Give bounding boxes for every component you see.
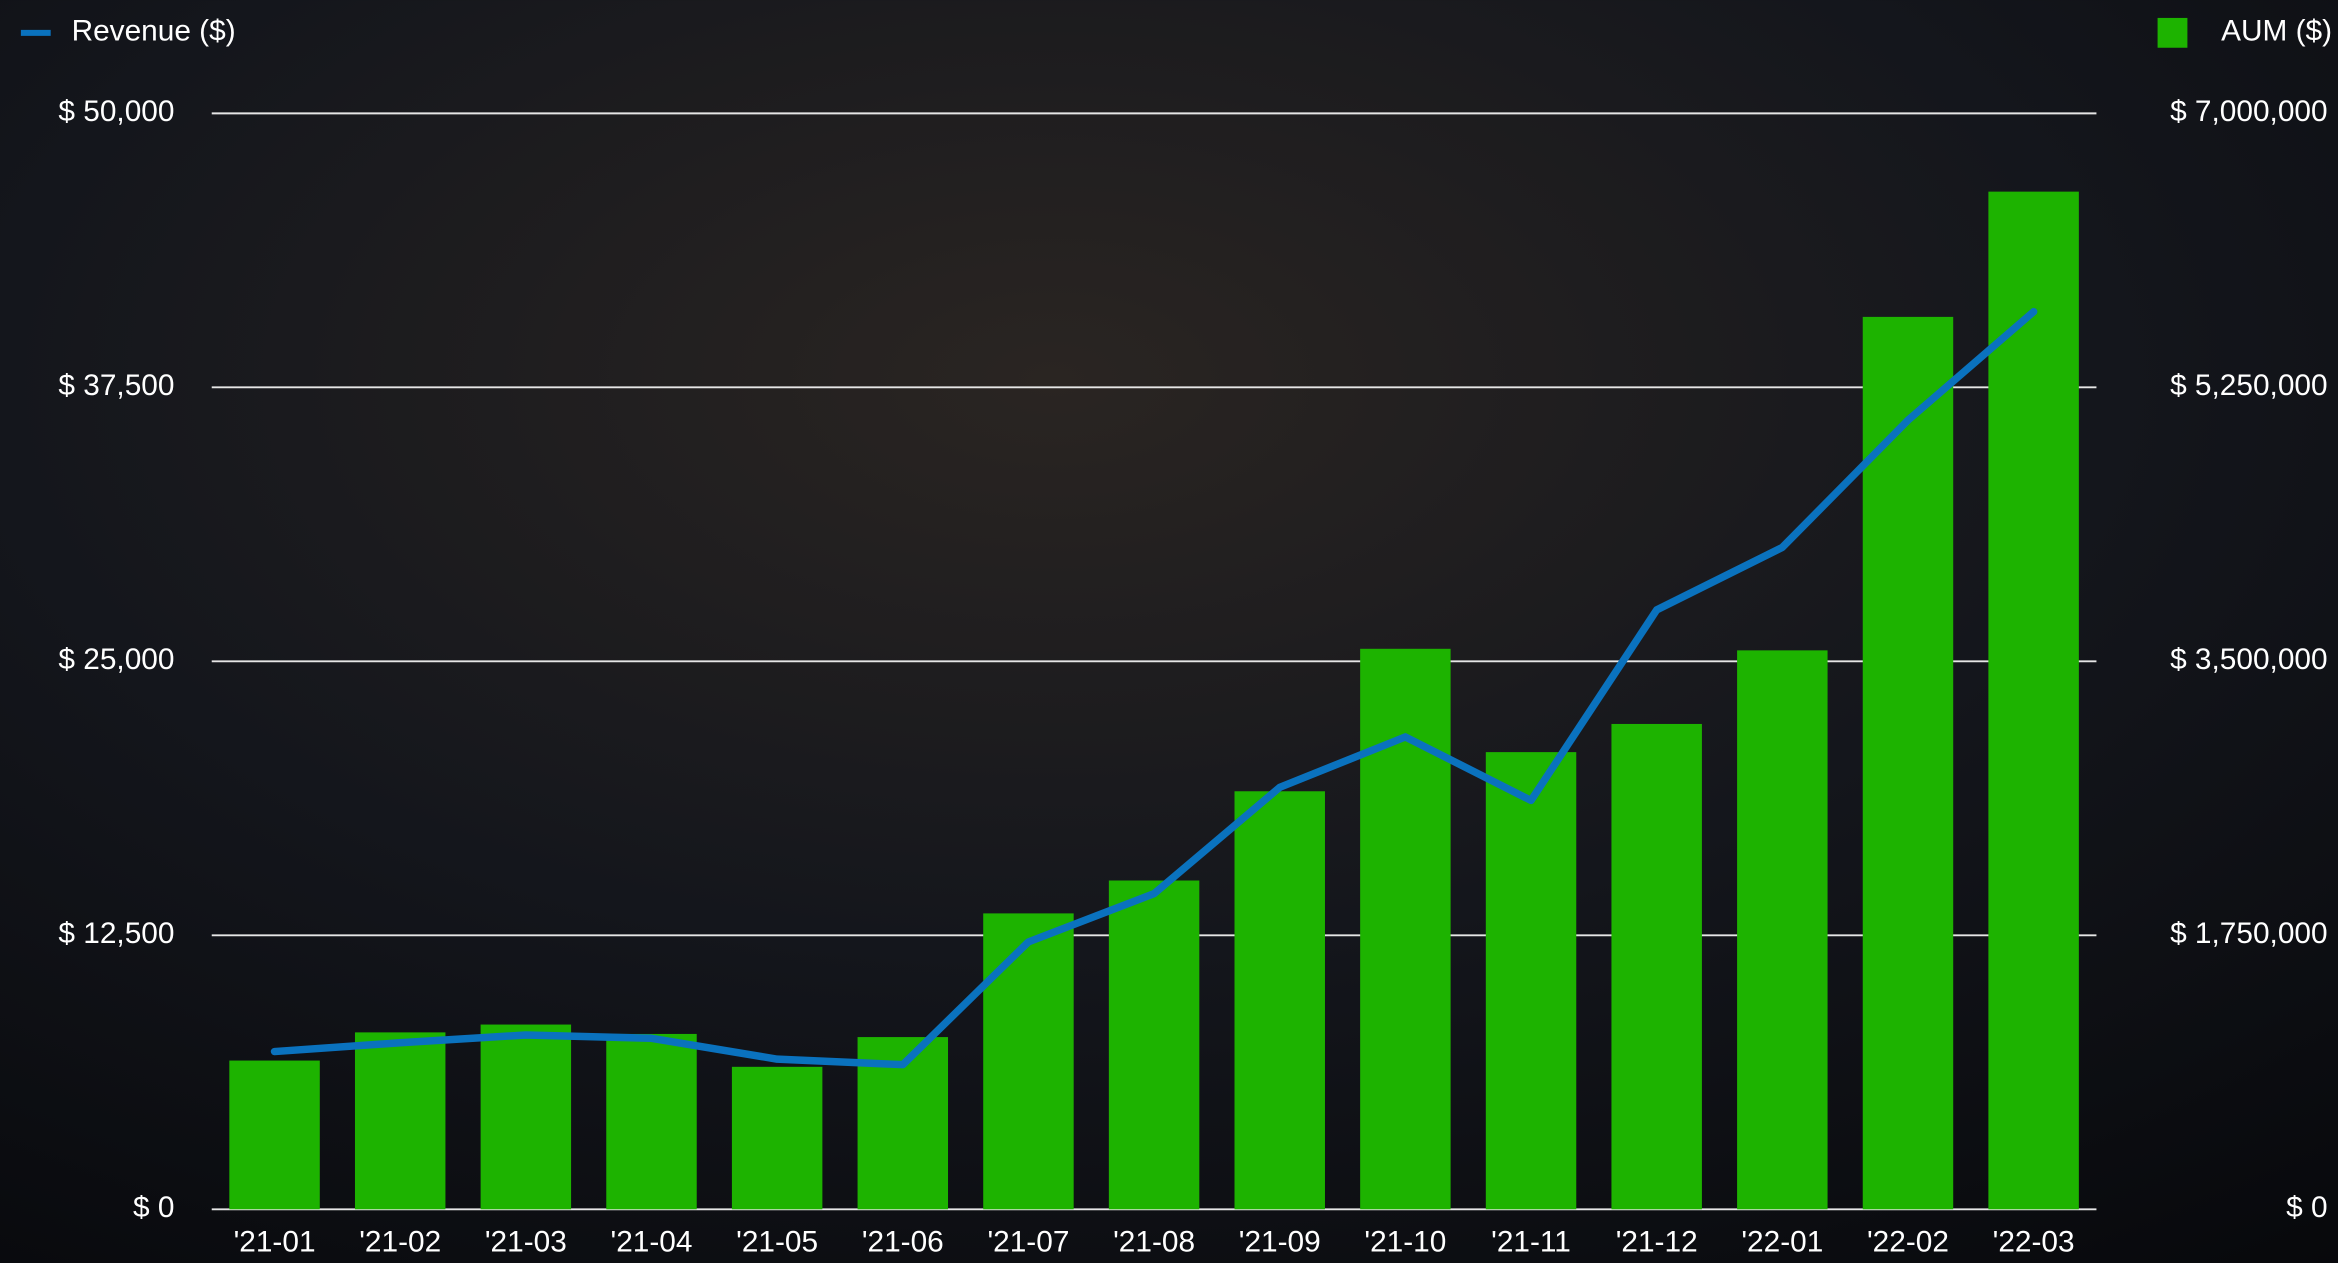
y-tick-label: $ 50,000 [58, 95, 174, 128]
bar [229, 1060, 320, 1210]
x-tick-label: '22-01 [1741, 1225, 1823, 1258]
bar [480, 1024, 572, 1210]
x-tick-label: '21-10 [1364, 1225, 1446, 1258]
bar [1485, 752, 1577, 1210]
bar [1234, 791, 1325, 1210]
x-tick-label: '21-01 [234, 1225, 316, 1258]
x-tick-label: '21-09 [1239, 1225, 1321, 1258]
line [270, 307, 2038, 1069]
bar [606, 1033, 697, 1210]
y-tick-label: $ 12,500 [58, 917, 174, 950]
x-tick-label: '21-11 [1491, 1225, 1571, 1258]
bar [1862, 316, 1954, 1210]
bar [1611, 723, 1702, 1210]
bar [983, 913, 1074, 1210]
bar [731, 1066, 823, 1210]
y-tick-label: $ 25,000 [58, 643, 174, 676]
x-tick-label: '21-04 [611, 1225, 693, 1258]
legend-label: Revenue ($) [72, 15, 236, 48]
y-tick-label: $ 37,500 [58, 369, 174, 402]
x-tick-label: '21-06 [862, 1225, 944, 1258]
x-tick-label: '21-12 [1616, 1225, 1698, 1258]
y2-tick-label: $ 0 [2286, 1191, 2327, 1224]
bar [1360, 648, 1451, 1210]
legend-swatch [2157, 17, 2188, 48]
x-tick-label: '21-08 [1113, 1225, 1195, 1258]
bar [1108, 880, 1200, 1210]
legend-label: AUM ($) [2221, 15, 2332, 48]
y2-tick-label: $ 1,750,000 [2170, 917, 2328, 950]
y2-tick-label: $ 5,250,000 [2170, 369, 2328, 402]
x-tick-label: '21-03 [485, 1225, 567, 1258]
y2-tick-label: $ 3,500,000 [2170, 643, 2328, 676]
y-tick-label: $ 0 [133, 1191, 174, 1224]
x-tick-label: '21-02 [359, 1225, 441, 1258]
bar [354, 1032, 446, 1210]
x-tick-label: '21-07 [987, 1225, 1069, 1258]
x-tick-label: '21-05 [736, 1225, 818, 1258]
y2-tick-label: $ 7,000,000 [2170, 95, 2328, 128]
x-tick-label: '22-02 [1867, 1225, 1949, 1258]
x-tick-label: '22-03 [1993, 1225, 2075, 1258]
bar [1737, 650, 1828, 1210]
bar [1988, 191, 2079, 1210]
